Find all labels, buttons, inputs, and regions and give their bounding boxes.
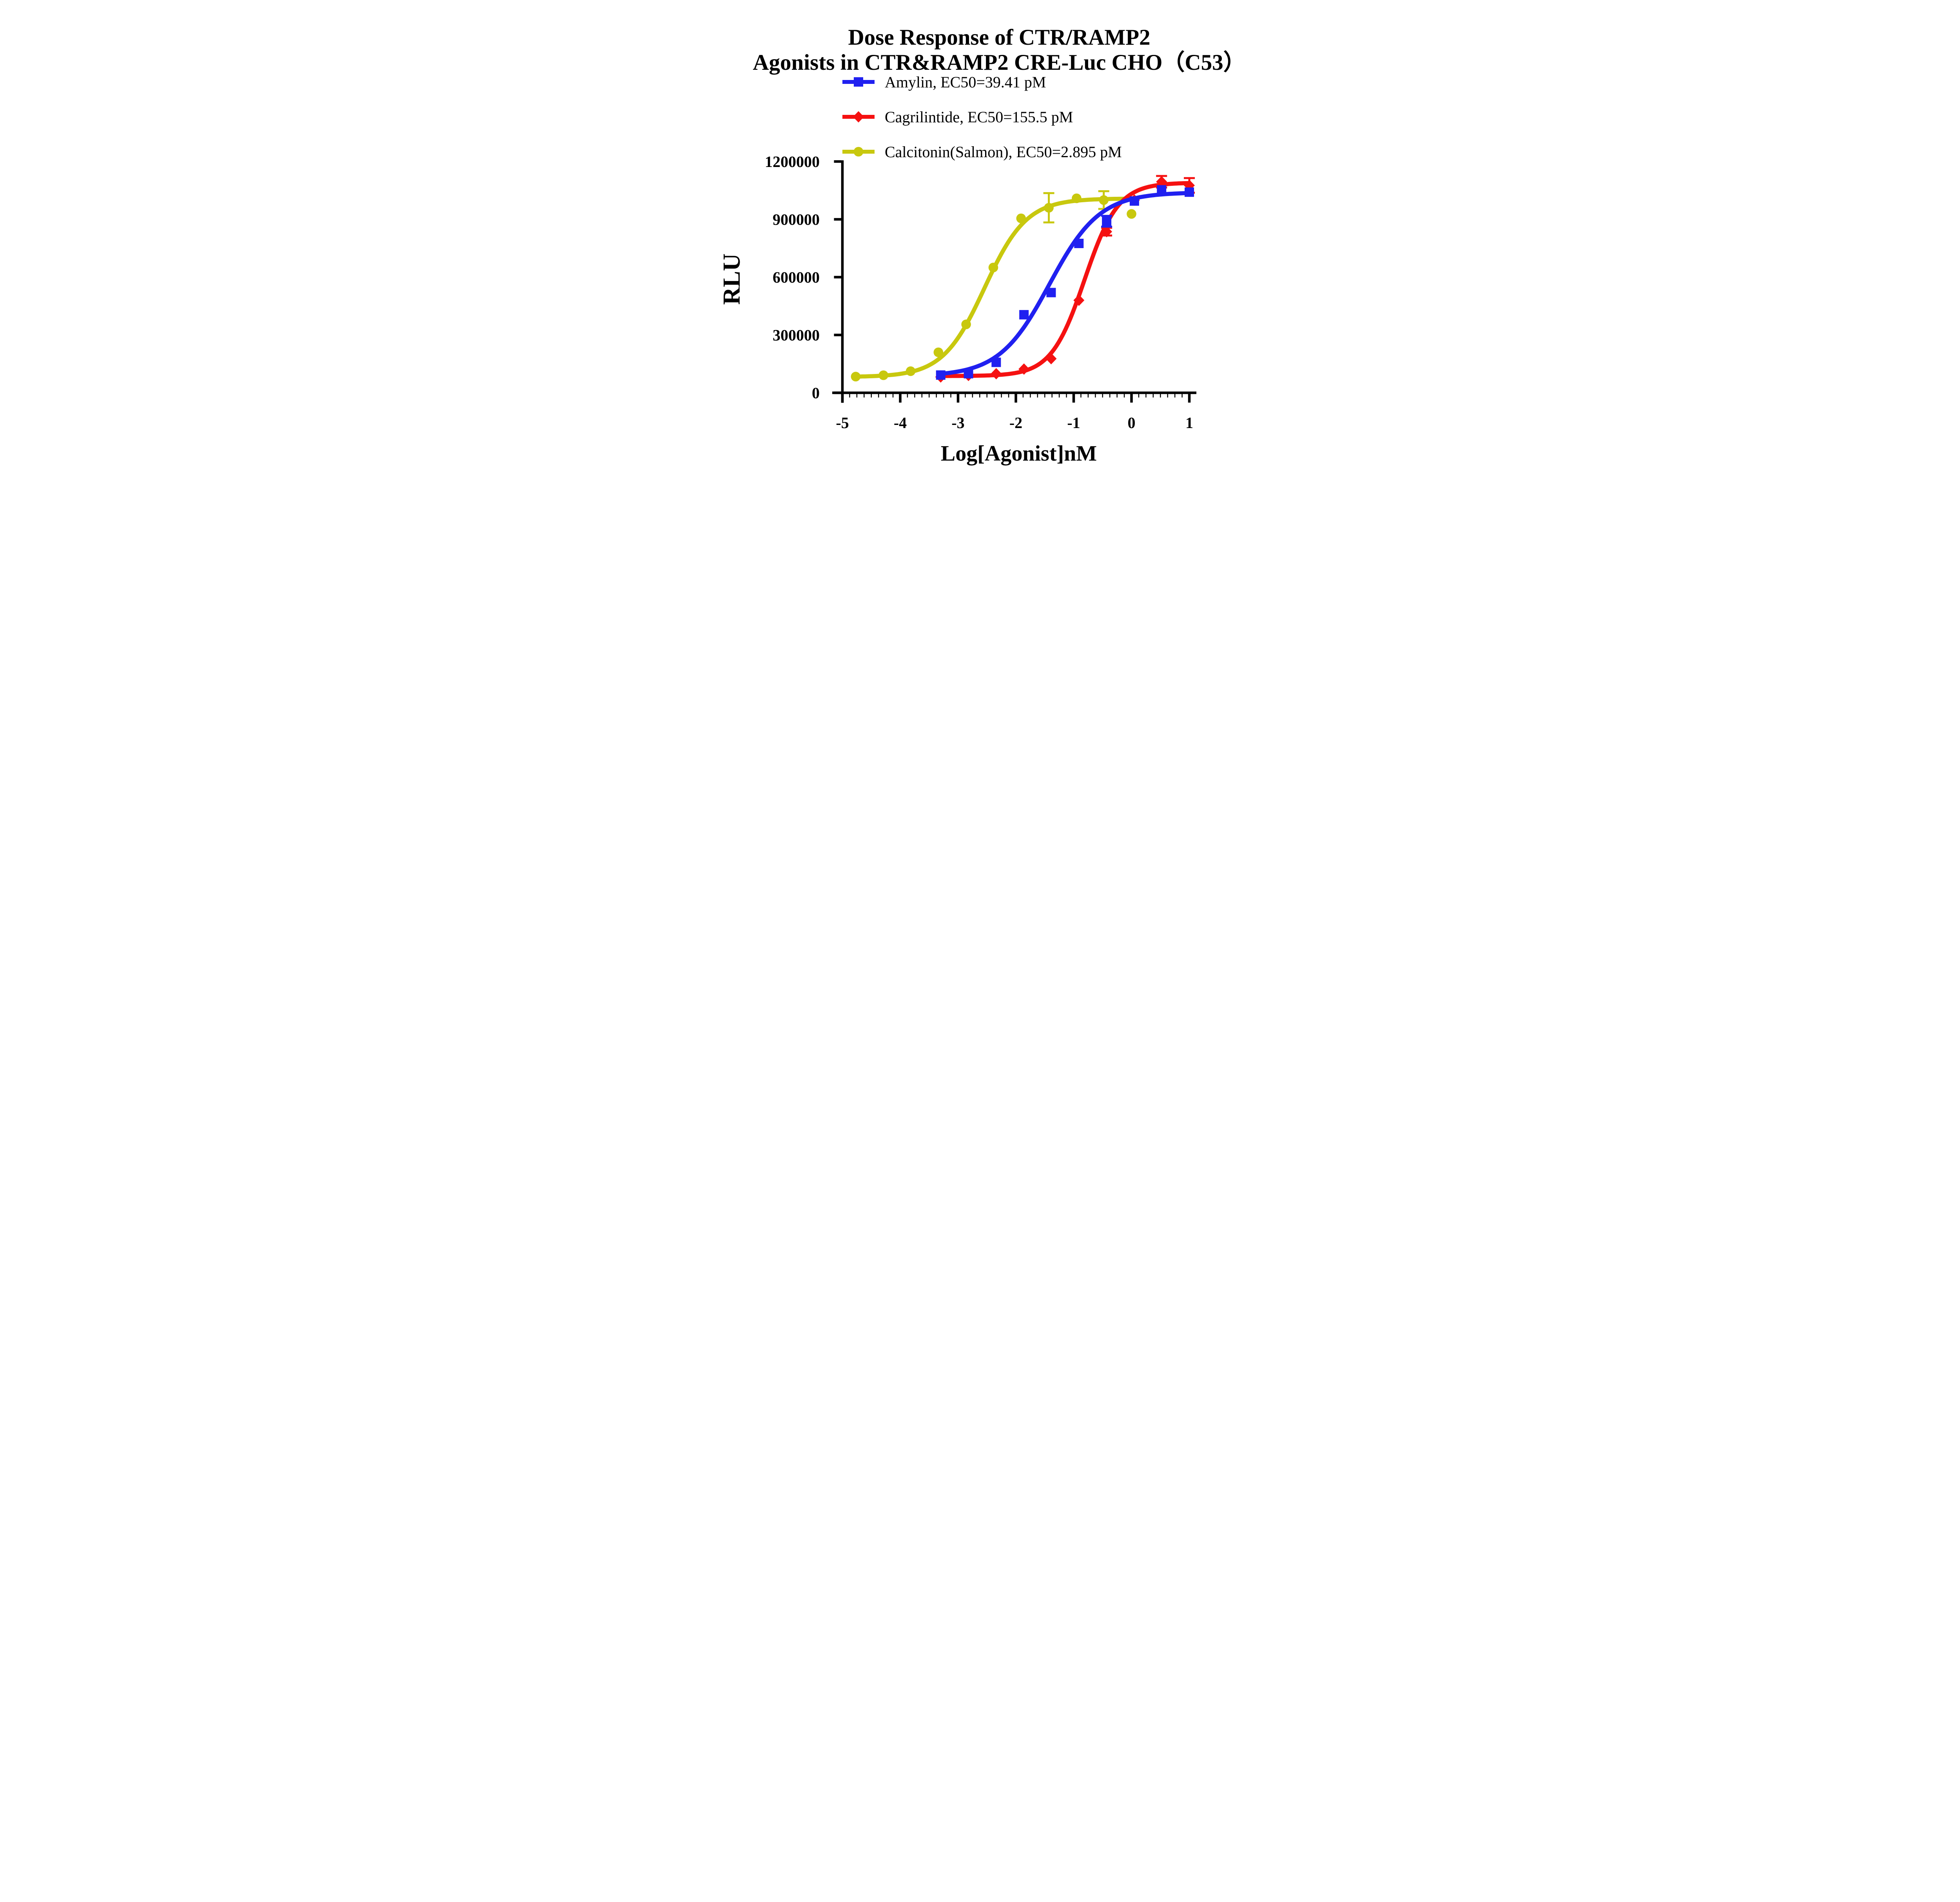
- chart-title-line2: Agonists in CTR&RAMP2 CRE-Luc CHO（C53）: [753, 50, 1245, 75]
- fit-curve: [938, 181, 1190, 378]
- plot-area: [851, 175, 1195, 383]
- y-tick-label: 600000: [773, 269, 820, 286]
- axis-ticks: [834, 160, 1191, 403]
- y-axis-line: [841, 160, 844, 403]
- legend-label-cagrilintide: Cagrilintide, EC50=155.5 pM: [885, 108, 1073, 126]
- legend-markers: [842, 77, 875, 157]
- dose-response-chart: Dose Response of CTR/RAMP2 Agonists in C…: [719, 25, 1246, 466]
- axis-tick-labels: -5 -4 -3 -2 -1 0 1 0 300000 600000 900000 1200000: [765, 153, 1193, 432]
- y-axis-title: RLU: [719, 254, 745, 305]
- x-tick-label: 0: [1127, 414, 1135, 432]
- legend-label-calcitonin: Calcitonin(Salmon), EC50=2.895 pM: [885, 143, 1122, 161]
- chart-page: Dose Response of CTR/RAMP2 Agonists in C…: [705, 0, 1255, 476]
- fit-curve: [938, 191, 1190, 376]
- y-tick-label: 1200000: [765, 153, 820, 171]
- x-tick-label: 1: [1185, 414, 1193, 432]
- legend-label-amylin: Amylin, EC50=39.41 pM: [885, 73, 1046, 91]
- series-amylin: [936, 185, 1194, 380]
- x-tick-label: -1: [1067, 414, 1080, 432]
- series-calcitonin-salmon-: [851, 190, 1136, 381]
- x-tick-label: -2: [1009, 414, 1022, 432]
- series-cagrilintide: [935, 175, 1195, 383]
- x-tick-label: -5: [836, 414, 849, 432]
- chart-title-line1: Dose Response of CTR/RAMP2: [848, 25, 1150, 50]
- x-axis-title: Log[Agonist]nM: [940, 441, 1096, 466]
- x-tick-label: -4: [893, 414, 906, 432]
- x-tick-label: -3: [951, 414, 964, 432]
- x-axis-line: [832, 391, 1196, 394]
- y-tick-label: 900000: [773, 211, 820, 229]
- y-tick-label: 300000: [773, 327, 820, 344]
- y-tick-label: 0: [812, 384, 820, 402]
